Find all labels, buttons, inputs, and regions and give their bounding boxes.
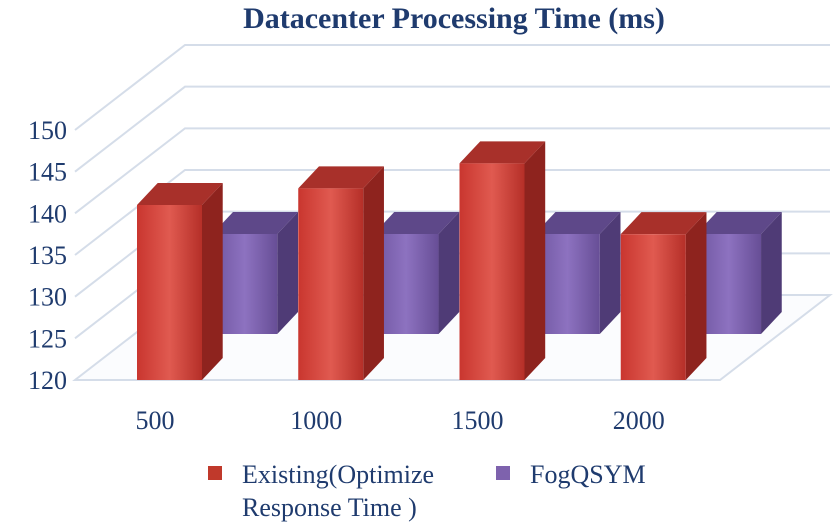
legend-label: FogQSYM xyxy=(530,460,646,489)
y-tick-label: 135 xyxy=(28,241,67,270)
bar-existing xyxy=(459,141,546,380)
y-tick-label: 140 xyxy=(28,199,67,228)
gridline xyxy=(74,127,830,215)
x-axis: 500 1000 1500 2000 xyxy=(136,406,665,435)
legend: Existing(Optimize Response Time ) FogQSYM xyxy=(208,460,646,522)
bar-existing xyxy=(298,166,384,380)
gridline xyxy=(74,169,830,256)
legend-label: Existing(Optimize Response Time ) xyxy=(242,460,434,522)
y-tick-label: 120 xyxy=(28,366,67,395)
bar-existing xyxy=(137,183,223,380)
y-tick-label: 125 xyxy=(28,324,67,353)
legend-item: Existing(Optimize Response Time ) xyxy=(208,460,434,522)
bar-fogqsym xyxy=(373,212,460,334)
bar-fogqsym xyxy=(534,212,621,334)
bar-fogqsym xyxy=(212,212,298,334)
gridline xyxy=(74,85,830,173)
y-tick-label: 145 xyxy=(28,158,67,187)
x-tick-label: 500 xyxy=(136,406,175,435)
bar-existing xyxy=(620,212,707,380)
legend-item: FogQSYM xyxy=(496,460,646,489)
y-tick-label: 130 xyxy=(28,283,67,312)
bars xyxy=(137,141,782,380)
chart-title: Datacenter Processing Time (ms) xyxy=(243,2,665,35)
x-tick-label: 1500 xyxy=(452,406,504,435)
gridline xyxy=(74,44,830,131)
legend-swatch xyxy=(496,466,510,480)
legend-swatch xyxy=(208,466,222,480)
bar-fogqsym xyxy=(696,212,782,334)
y-tick-label: 150 xyxy=(28,116,67,145)
y-axis: 120 125 130 135 140 145 150 xyxy=(28,116,67,395)
x-tick-label: 2000 xyxy=(613,406,665,435)
x-tick-label: 1000 xyxy=(290,406,342,435)
